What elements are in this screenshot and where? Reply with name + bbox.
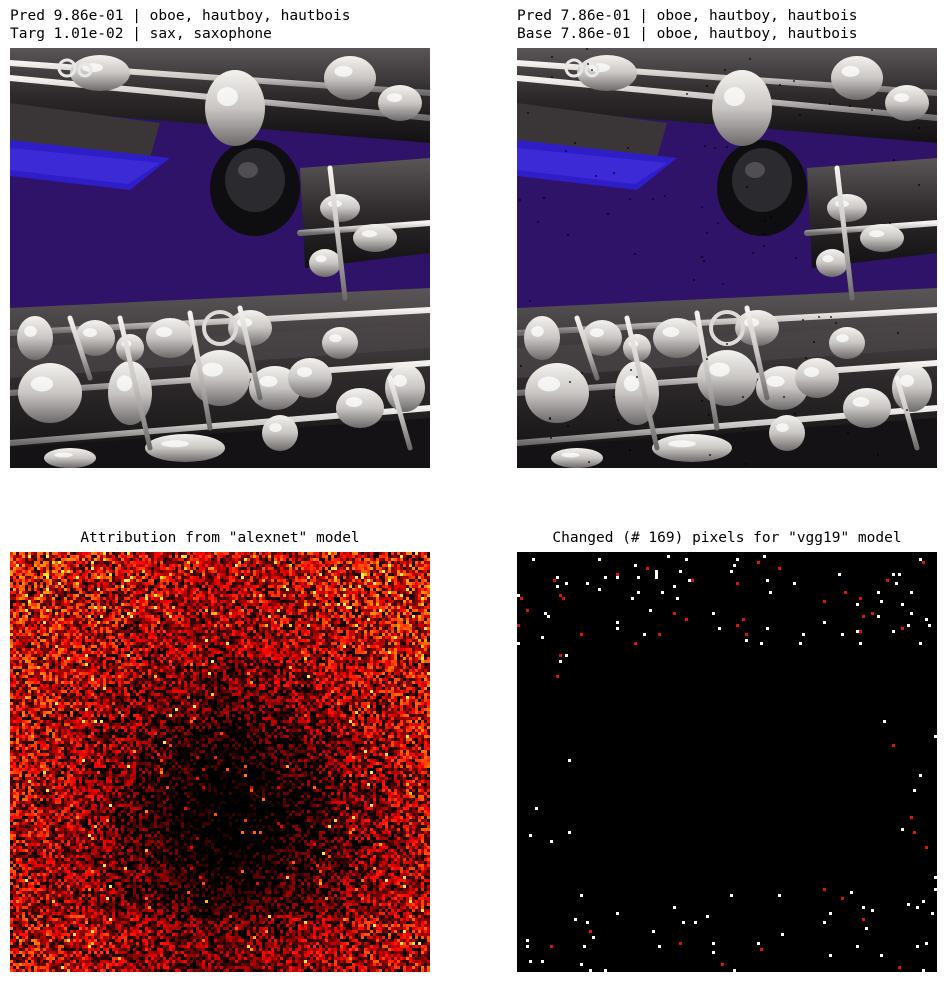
changed-pixels-canvas bbox=[517, 552, 937, 972]
attribution-title: Attribution from "alexnet" model bbox=[80, 530, 360, 546]
changed-pixels-title: Changed (# 169) pixels for "vgg19" model bbox=[552, 530, 902, 546]
attribution-heatmap bbox=[10, 552, 430, 972]
attribution-heatmap-canvas bbox=[10, 552, 430, 972]
oboe-photo bbox=[10, 48, 430, 468]
original-title-line2: Targ 1.01e-02 | sax, saxophone bbox=[10, 26, 272, 42]
adversarial-title-line2: Base 7.86e-01 | oboe, hautboy, hautbois bbox=[517, 26, 858, 42]
changed-pixels-map bbox=[517, 552, 937, 972]
adversarial-oboe-image bbox=[517, 48, 937, 468]
oboe-photo-perturbed bbox=[517, 48, 937, 468]
original-title-line1: Pred 9.86e-01 | oboe, hautboy, hautbois bbox=[10, 8, 351, 24]
adversarial-title-line1: Pred 7.86e-01 | oboe, hautboy, hautbois bbox=[517, 8, 858, 24]
original-oboe-image bbox=[10, 48, 430, 468]
